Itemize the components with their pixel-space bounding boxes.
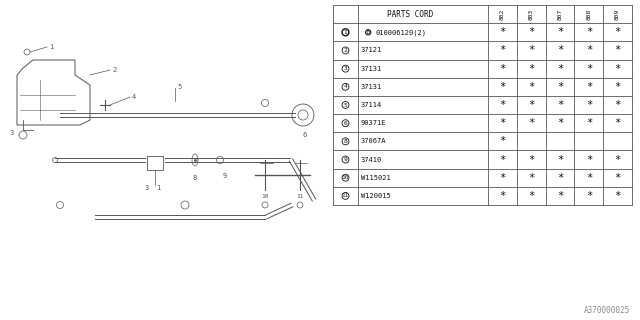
Text: 37131: 37131 (361, 84, 382, 90)
Text: 37067A: 37067A (361, 138, 387, 144)
Text: 11: 11 (342, 193, 349, 198)
Text: *: * (557, 45, 563, 55)
Text: *: * (614, 45, 621, 55)
Text: 4: 4 (344, 84, 348, 89)
Text: PARTS CORD: PARTS CORD (387, 10, 434, 19)
Text: *: * (586, 155, 592, 164)
Text: *: * (586, 191, 592, 201)
Text: *: * (499, 136, 506, 146)
Text: 10: 10 (342, 175, 349, 180)
Text: *: * (557, 191, 563, 201)
Text: *: * (614, 191, 621, 201)
Text: *: * (586, 173, 592, 183)
Text: 808: 808 (586, 8, 591, 20)
Text: *: * (557, 118, 563, 128)
Text: *: * (528, 100, 534, 110)
Text: *: * (499, 45, 506, 55)
Text: 010006120(2): 010006120(2) (376, 29, 426, 36)
Text: *: * (528, 173, 534, 183)
Text: 37131: 37131 (361, 66, 382, 72)
Text: A370000025: A370000025 (584, 306, 630, 315)
Text: *: * (528, 45, 534, 55)
Text: *: * (557, 64, 563, 74)
Text: 5: 5 (344, 102, 348, 108)
Text: 809: 809 (615, 8, 620, 20)
Text: 9: 9 (223, 173, 227, 179)
Text: *: * (586, 100, 592, 110)
Text: *: * (586, 27, 592, 37)
Text: *: * (528, 82, 534, 92)
Text: 1: 1 (156, 185, 160, 191)
Text: *: * (614, 155, 621, 164)
Text: *: * (557, 100, 563, 110)
Text: *: * (528, 118, 534, 128)
Text: *: * (614, 82, 621, 92)
Text: W115021: W115021 (361, 175, 391, 181)
Text: 2: 2 (112, 67, 116, 73)
Text: *: * (614, 118, 621, 128)
Text: *: * (499, 27, 506, 37)
Text: *: * (586, 82, 592, 92)
Text: B: B (367, 30, 370, 35)
Text: 8: 8 (344, 139, 348, 144)
Text: *: * (614, 27, 621, 37)
Text: 3: 3 (145, 185, 149, 191)
Text: *: * (586, 45, 592, 55)
Text: 1: 1 (49, 44, 53, 50)
Text: 9: 9 (344, 157, 348, 162)
Text: 37121: 37121 (361, 47, 382, 53)
Text: *: * (499, 191, 506, 201)
Text: 1: 1 (344, 30, 348, 35)
Text: *: * (499, 64, 506, 74)
Text: *: * (499, 100, 506, 110)
Text: 803: 803 (529, 8, 534, 20)
Text: *: * (557, 155, 563, 164)
Text: *: * (528, 27, 534, 37)
Text: *: * (614, 100, 621, 110)
Text: 37114: 37114 (361, 102, 382, 108)
Text: 10: 10 (261, 195, 269, 199)
Text: 3: 3 (10, 130, 14, 136)
Text: 807: 807 (557, 8, 563, 20)
Text: *: * (499, 118, 506, 128)
Text: 11: 11 (296, 195, 304, 199)
Text: 4: 4 (132, 94, 136, 100)
Text: *: * (586, 118, 592, 128)
Text: *: * (586, 64, 592, 74)
Text: *: * (557, 27, 563, 37)
Text: 6: 6 (344, 121, 348, 126)
Text: *: * (557, 82, 563, 92)
Text: 8: 8 (193, 175, 197, 181)
Text: *: * (557, 173, 563, 183)
Text: *: * (528, 64, 534, 74)
Text: 3: 3 (344, 66, 348, 71)
Text: 5: 5 (177, 84, 181, 90)
Text: 802: 802 (500, 8, 505, 20)
Text: 2: 2 (344, 48, 348, 53)
Text: *: * (499, 155, 506, 164)
Text: *: * (499, 173, 506, 183)
Text: 6: 6 (303, 132, 307, 138)
Text: *: * (528, 155, 534, 164)
Text: W120015: W120015 (361, 193, 391, 199)
Text: 37410: 37410 (361, 156, 382, 163)
Text: *: * (528, 191, 534, 201)
Text: *: * (499, 82, 506, 92)
Bar (147, 156, 163, 170)
Text: 90371E: 90371E (361, 120, 387, 126)
Text: *: * (614, 173, 621, 183)
Text: *: * (614, 64, 621, 74)
